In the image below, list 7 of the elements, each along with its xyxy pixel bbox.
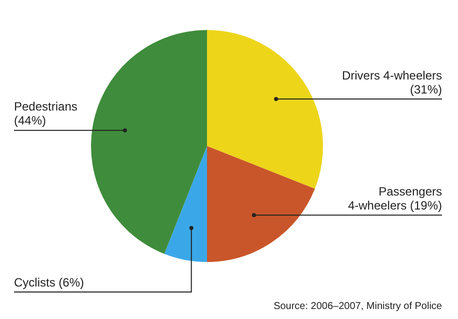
- slice-label: Cyclists (6%): [14, 275, 84, 290]
- source-note: Source: 2006–2007, Ministry of Police: [274, 300, 442, 312]
- data-label: (31%): [410, 82, 442, 96]
- data-label: (44%): [14, 114, 46, 128]
- slice-label: Drivers 4-wheelers: [342, 68, 442, 82]
- slice-label: Pedestrians: [14, 100, 78, 114]
- slice-label: Passengers 4-wheelers (19%): [348, 184, 442, 212]
